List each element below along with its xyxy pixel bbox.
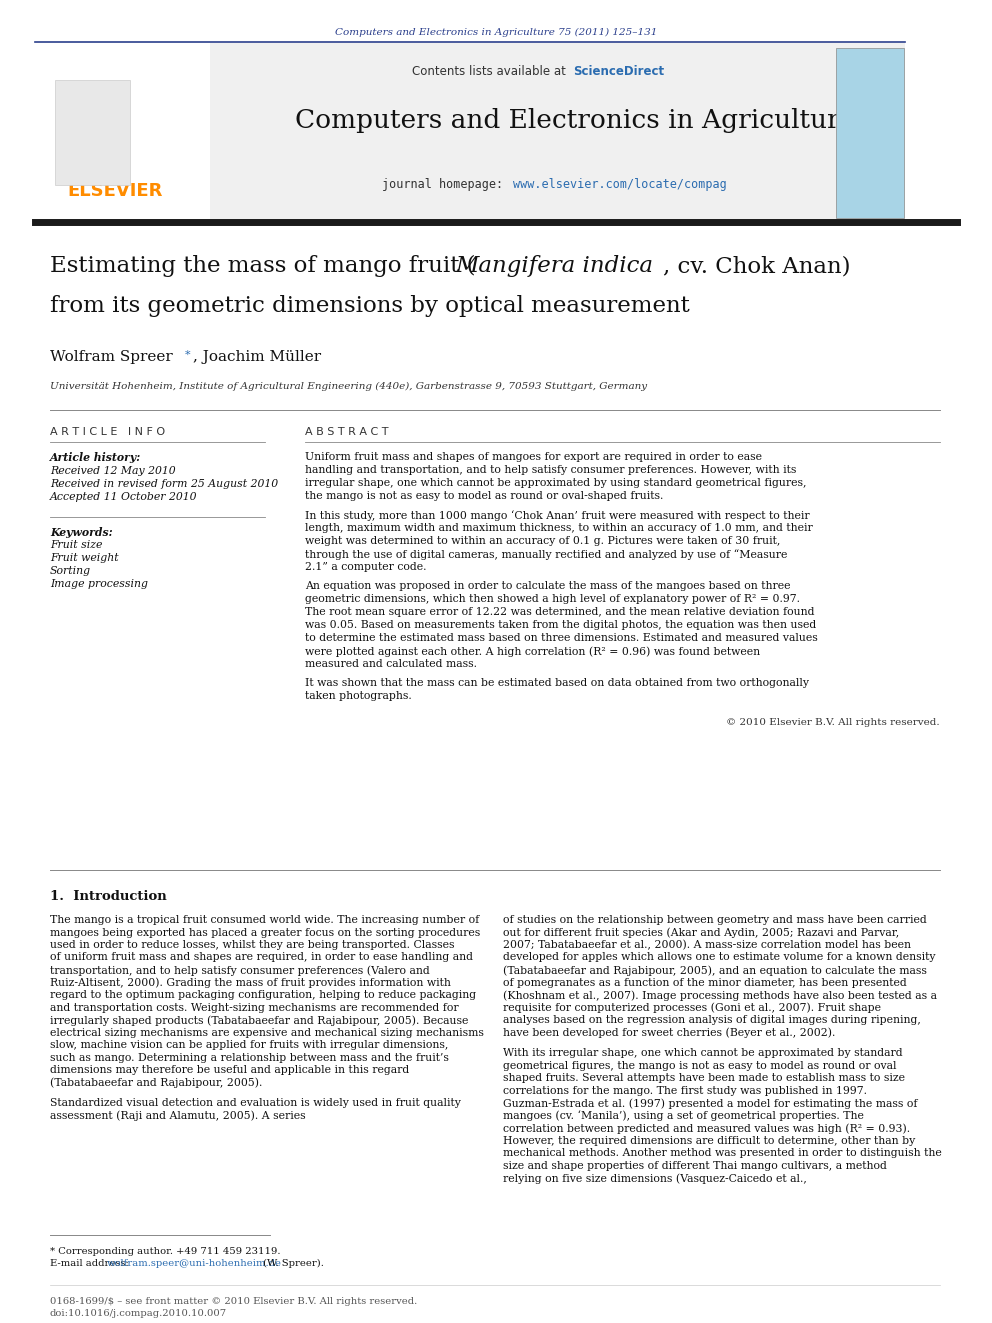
Text: Mangifera indica: Mangifera indica bbox=[455, 255, 653, 277]
Text: Contents lists available at: Contents lists available at bbox=[413, 65, 570, 78]
Text: Wolfram Spreer: Wolfram Spreer bbox=[50, 351, 173, 364]
Text: The root mean square error of 12.22 was determined, and the mean relative deviat: The root mean square error of 12.22 was … bbox=[305, 607, 814, 617]
Bar bbox=[35, 44, 210, 220]
Text: *: * bbox=[185, 351, 190, 360]
Text: However, the required dimensions are difficult to determine, other than by: However, the required dimensions are dif… bbox=[503, 1135, 916, 1146]
Text: to determine the estimated mass based on three dimensions. Estimated and measure: to determine the estimated mass based on… bbox=[305, 632, 817, 643]
Text: (Tabatabaeefar and Rajabipour, 2005), and an equation to calculate the mass: (Tabatabaeefar and Rajabipour, 2005), an… bbox=[503, 964, 927, 975]
Text: irregular shape, one which cannot be approximated by using standard geometrical : irregular shape, one which cannot be app… bbox=[305, 478, 806, 488]
Text: Received 12 May 2010: Received 12 May 2010 bbox=[50, 466, 176, 476]
Text: Article history:: Article history: bbox=[50, 452, 141, 463]
Text: In this study, more than 1000 mango ‘Chok Anan’ fruit were measured with respect: In this study, more than 1000 mango ‘Cho… bbox=[305, 509, 809, 521]
Text: ELSEVIER: ELSEVIER bbox=[67, 183, 163, 200]
Text: A B S T R A C T: A B S T R A C T bbox=[305, 427, 389, 437]
Text: such as mango. Determining a relationship between mass and the fruit’s: such as mango. Determining a relationshi… bbox=[50, 1053, 448, 1062]
Text: doi:10.1016/j.compag.2010.10.007: doi:10.1016/j.compag.2010.10.007 bbox=[50, 1308, 227, 1318]
Text: of pomegranates as a function of the minor diameter, has been presented: of pomegranates as a function of the min… bbox=[503, 978, 907, 987]
Text: Fruit size: Fruit size bbox=[50, 540, 102, 550]
Text: ScienceDirect: ScienceDirect bbox=[573, 65, 664, 78]
Text: journal homepage:: journal homepage: bbox=[382, 179, 510, 191]
Text: Guzman-Estrada et al. (1997) presented a model for estimating the mass of: Guzman-Estrada et al. (1997) presented a… bbox=[503, 1098, 918, 1109]
Text: correlation between predicted and measured values was high (R² = 0.93).: correlation between predicted and measur… bbox=[503, 1123, 910, 1134]
Text: geometrical figures, the mango is not as easy to model as round or oval: geometrical figures, the mango is not as… bbox=[503, 1061, 897, 1070]
Text: www.elsevier.com/locate/compag: www.elsevier.com/locate/compag bbox=[513, 179, 727, 191]
Text: Ruiz-Altisent, 2000). Grading the mass of fruit provides information with: Ruiz-Altisent, 2000). Grading the mass o… bbox=[50, 978, 451, 988]
Text: Keywords:: Keywords: bbox=[50, 527, 113, 538]
Text: mechanical methods. Another method was presented in order to distinguish the: mechanical methods. Another method was p… bbox=[503, 1148, 941, 1158]
Text: * Corresponding author. +49 711 459 23119.: * Corresponding author. +49 711 459 2311… bbox=[50, 1248, 281, 1256]
Text: taken photographs.: taken photographs. bbox=[305, 691, 412, 701]
Text: irregularly shaped products (Tabatabaeefar and Rajabipour, 2005). Because: irregularly shaped products (Tabatabaeef… bbox=[50, 1015, 468, 1025]
Text: (W. Spreer).: (W. Spreer). bbox=[260, 1259, 323, 1269]
Text: 1.  Introduction: 1. Introduction bbox=[50, 890, 167, 904]
Text: Accepted 11 October 2010: Accepted 11 October 2010 bbox=[50, 492, 197, 501]
Text: Received in revised form 25 August 2010: Received in revised form 25 August 2010 bbox=[50, 479, 278, 490]
Text: correlations for the mango. The first study was published in 1997.: correlations for the mango. The first st… bbox=[503, 1085, 867, 1095]
Text: out for different fruit species (Akar and Aydin, 2005; Razavi and Parvar,: out for different fruit species (Akar an… bbox=[503, 927, 900, 938]
Bar bbox=[55, 79, 130, 185]
Text: A R T I C L E   I N F O: A R T I C L E I N F O bbox=[50, 427, 165, 437]
Text: measured and calculated mass.: measured and calculated mass. bbox=[305, 659, 477, 669]
Text: The mango is a tropical fruit consumed world wide. The increasing number of: The mango is a tropical fruit consumed w… bbox=[50, 916, 479, 925]
Text: 2007; Tabatabaeefar et al., 2000). A mass-size correlation model has been: 2007; Tabatabaeefar et al., 2000). A mas… bbox=[503, 941, 911, 950]
Text: were plotted against each other. A high correlation (R² = 0.96) was found betwee: were plotted against each other. A high … bbox=[305, 646, 760, 656]
Text: handling and transportation, and to help satisfy consumer preferences. However, : handling and transportation, and to help… bbox=[305, 464, 797, 475]
Text: , cv. Chok Anan): , cv. Chok Anan) bbox=[663, 255, 850, 277]
Bar bbox=[836, 48, 904, 218]
Bar bbox=[35, 44, 905, 220]
Text: , Joachim Müller: , Joachim Müller bbox=[193, 351, 321, 364]
Text: Standardized visual detection and evaluation is widely used in fruit quality: Standardized visual detection and evalua… bbox=[50, 1098, 461, 1107]
Text: from its geometric dimensions by optical measurement: from its geometric dimensions by optical… bbox=[50, 295, 689, 318]
Text: slow, machine vision can be applied for fruits with irregular dimensions,: slow, machine vision can be applied for … bbox=[50, 1040, 448, 1050]
Text: used in order to reduce losses, whilst they are being transported. Classes: used in order to reduce losses, whilst t… bbox=[50, 941, 454, 950]
Text: mangoes being exported has placed a greater focus on the sorting procedures: mangoes being exported has placed a grea… bbox=[50, 927, 480, 938]
Text: analyses based on the regression analysis of digital images during ripening,: analyses based on the regression analysi… bbox=[503, 1015, 921, 1025]
Text: 0168-1699/$ – see front matter © 2010 Elsevier B.V. All rights reserved.: 0168-1699/$ – see front matter © 2010 El… bbox=[50, 1297, 418, 1306]
Text: mangoes (cv. ‘Manila’), using a set of geometrical properties. The: mangoes (cv. ‘Manila’), using a set of g… bbox=[503, 1110, 864, 1122]
Text: E-mail address:: E-mail address: bbox=[50, 1259, 132, 1267]
Text: and transportation costs. Weight-sizing mechanisms are recommended for: and transportation costs. Weight-sizing … bbox=[50, 1003, 458, 1012]
Text: (Khoshnam et al., 2007). Image processing methods have also been tested as a: (Khoshnam et al., 2007). Image processin… bbox=[503, 990, 937, 1000]
Text: Image processing: Image processing bbox=[50, 579, 148, 589]
Text: geometric dimensions, which then showed a high level of explanatory power of R² : geometric dimensions, which then showed … bbox=[305, 594, 800, 605]
Text: size and shape properties of different Thai mango cultivars, a method: size and shape properties of different T… bbox=[503, 1160, 887, 1171]
Text: It was shown that the mass can be estimated based on data obtained from two orth: It was shown that the mass can be estima… bbox=[305, 677, 809, 688]
Text: relying on five size dimensions (Vasquez-Caicedo et al.,: relying on five size dimensions (Vasquez… bbox=[503, 1174, 806, 1184]
Text: length, maximum width and maximum thickness, to within an accuracy of 1.0 mm, an: length, maximum width and maximum thickn… bbox=[305, 523, 812, 533]
Text: An equation was proposed in order to calculate the mass of the mangoes based on : An equation was proposed in order to cal… bbox=[305, 581, 791, 591]
Text: With its irregular shape, one which cannot be approximated by standard: With its irregular shape, one which cann… bbox=[503, 1048, 903, 1058]
Text: have been developed for sweet cherries (Beyer et al., 2002).: have been developed for sweet cherries (… bbox=[503, 1028, 835, 1039]
Text: Estimating the mass of mango fruit (: Estimating the mass of mango fruit ( bbox=[50, 255, 475, 277]
Text: Universität Hohenheim, Institute of Agricultural Engineering (440e), Garbenstras: Universität Hohenheim, Institute of Agri… bbox=[50, 382, 647, 392]
Text: the mango is not as easy to model as round or oval-shaped fruits.: the mango is not as easy to model as rou… bbox=[305, 491, 664, 501]
Text: developed for apples which allows one to estimate volume for a known density: developed for apples which allows one to… bbox=[503, 953, 935, 963]
Text: Uniform fruit mass and shapes of mangoes for export are required in order to eas: Uniform fruit mass and shapes of mangoes… bbox=[305, 452, 762, 462]
Text: shaped fruits. Several attempts have been made to establish mass to size: shaped fruits. Several attempts have bee… bbox=[503, 1073, 905, 1084]
Text: dimensions may therefore be useful and applicable in this regard: dimensions may therefore be useful and a… bbox=[50, 1065, 410, 1076]
Text: of uniform fruit mass and shapes are required, in order to ease handling and: of uniform fruit mass and shapes are req… bbox=[50, 953, 473, 963]
Text: through the use of digital cameras, manually rectified and analyzed by use of “M: through the use of digital cameras, manu… bbox=[305, 549, 788, 560]
Text: regard to the optimum packaging configuration, helping to reduce packaging: regard to the optimum packaging configur… bbox=[50, 990, 476, 1000]
Text: Fruit weight: Fruit weight bbox=[50, 553, 119, 564]
Text: requisite for computerized processes (Goni et al., 2007). Fruit shape: requisite for computerized processes (Go… bbox=[503, 1003, 881, 1013]
Text: assessment (Raji and Alamutu, 2005). A series: assessment (Raji and Alamutu, 2005). A s… bbox=[50, 1110, 306, 1121]
Text: 2.1” a computer code.: 2.1” a computer code. bbox=[305, 562, 427, 572]
Text: Sorting: Sorting bbox=[50, 566, 91, 576]
Text: (Tabatabaeefar and Rajabipour, 2005).: (Tabatabaeefar and Rajabipour, 2005). bbox=[50, 1077, 262, 1088]
Text: of studies on the relationship between geometry and mass have been carried: of studies on the relationship between g… bbox=[503, 916, 927, 925]
Text: weight was determined to within an accuracy of 0.1 g. Pictures were taken of 30 : weight was determined to within an accur… bbox=[305, 536, 781, 546]
Text: Computers and Electronics in Agriculture 75 (2011) 125–131: Computers and Electronics in Agriculture… bbox=[335, 28, 657, 37]
Text: wolfram.speer@uni-hohenheim.de: wolfram.speer@uni-hohenheim.de bbox=[107, 1259, 282, 1267]
Text: electrical sizing mechanisms are expensive and mechanical sizing mechanisms: electrical sizing mechanisms are expensi… bbox=[50, 1028, 484, 1037]
Text: was 0.05. Based on measurements taken from the digital photos, the equation was : was 0.05. Based on measurements taken fr… bbox=[305, 620, 816, 630]
Text: Computers and Electronics in Agriculture: Computers and Electronics in Agriculture bbox=[295, 108, 855, 134]
Text: transportation, and to help satisfy consumer preferences (Valero and: transportation, and to help satisfy cons… bbox=[50, 964, 430, 975]
Text: © 2010 Elsevier B.V. All rights reserved.: © 2010 Elsevier B.V. All rights reserved… bbox=[726, 718, 940, 728]
